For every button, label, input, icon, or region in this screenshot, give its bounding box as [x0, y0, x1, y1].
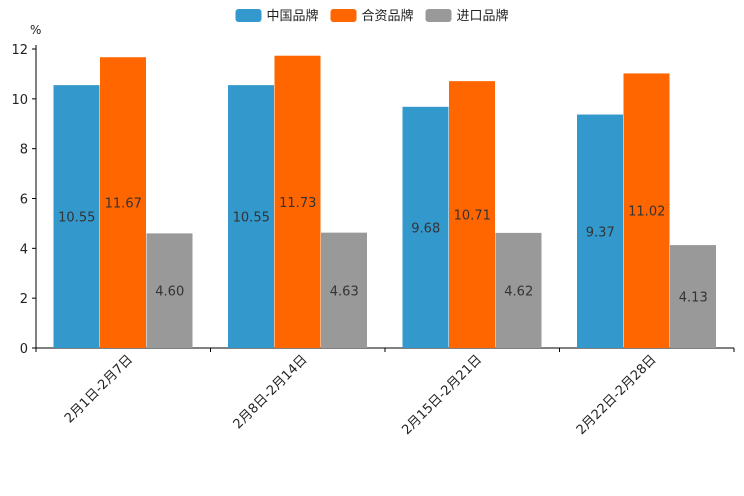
- data-label: 10.55: [58, 211, 95, 226]
- data-label: 10.71: [454, 209, 491, 224]
- legend-swatch: [330, 9, 357, 22]
- y-tick-label: 6: [20, 193, 28, 208]
- data-label: 4.62: [504, 284, 533, 299]
- bar: [274, 55, 321, 348]
- y-tick-label: 0: [20, 342, 28, 357]
- bar: [402, 106, 449, 348]
- x-axis: 2月1日-2月7日 2月8日-2月14日 2月15日-2月21日 2月22日-2月28…: [35, 347, 735, 438]
- data-label: 9.37: [586, 225, 615, 240]
- x-tick-label: 2月1日-2月7日: [62, 352, 136, 426]
- data-label: 4.63: [330, 284, 359, 299]
- x-tick-label: 2月22日-2月28日: [574, 352, 660, 438]
- legend: 中国品牌 合资品牌 进口品牌: [235, 8, 509, 24]
- y-tick-label: 10: [11, 93, 28, 108]
- bar: [623, 73, 670, 348]
- data-label: 4.13: [679, 291, 708, 306]
- y-tick-label: 4: [20, 242, 28, 257]
- x-tick-label: 2月15日-2月21日: [399, 352, 485, 438]
- legend-swatch: [235, 9, 262, 22]
- bar: [577, 114, 623, 349]
- y-tick-label: 8: [20, 143, 28, 158]
- x-tick-label: 2月8日-2月14日: [231, 352, 311, 432]
- bar: [449, 81, 495, 348]
- bar: [228, 85, 274, 349]
- data-label: 11.73: [279, 196, 316, 211]
- y-tick-label: 12: [11, 43, 28, 58]
- bar: [321, 232, 367, 348]
- data-labels: 10.55 11.67 4.60 10.55 11.73 4.63 9.68 10.71 4.6…: [58, 196, 708, 306]
- y-axis: 0 2 4 6 8 10 12: [11, 43, 37, 357]
- legend-label: 中国品牌: [267, 8, 319, 24]
- y-tick-label: 2: [20, 292, 28, 307]
- data-label: 4.60: [155, 285, 184, 300]
- bar: [670, 245, 716, 348]
- legend-swatch: [425, 9, 452, 22]
- data-label: 10.55: [233, 211, 270, 226]
- bars: [53, 55, 716, 349]
- legend-label: 进口品牌: [457, 8, 509, 24]
- bar: [495, 232, 542, 348]
- data-label: 11.67: [105, 197, 142, 212]
- data-label: 9.68: [411, 221, 440, 236]
- legend-label: 合资品牌: [362, 8, 414, 24]
- bar: [100, 57, 146, 348]
- y-axis-unit-label: %: [30, 23, 41, 37]
- bar: [146, 233, 193, 348]
- bar: [53, 85, 100, 349]
- data-label: 11.02: [628, 205, 665, 220]
